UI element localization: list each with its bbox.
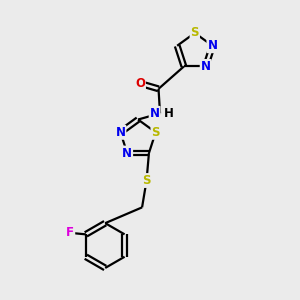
Text: S: S xyxy=(152,126,160,139)
Text: H: H xyxy=(164,107,173,120)
Text: N: N xyxy=(122,146,132,160)
Text: N: N xyxy=(150,107,160,120)
Text: S: S xyxy=(142,174,151,187)
Text: N: N xyxy=(116,126,125,139)
Text: S: S xyxy=(190,26,199,39)
Text: O: O xyxy=(135,77,145,90)
Text: N: N xyxy=(201,60,211,73)
Text: N: N xyxy=(207,39,218,52)
Text: F: F xyxy=(66,226,74,239)
